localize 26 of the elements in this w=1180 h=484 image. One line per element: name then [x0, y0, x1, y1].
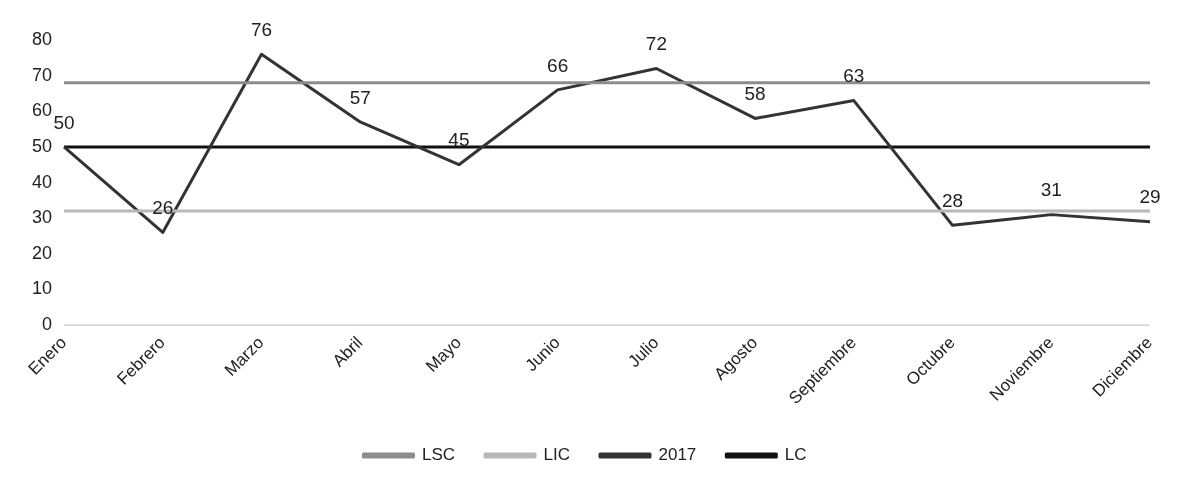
y-tick-label: 30: [31, 207, 53, 228]
data-label: 50: [53, 111, 75, 133]
data-label: 26: [152, 197, 174, 219]
legend-label: LIC: [543, 445, 570, 465]
data-label: 57: [349, 86, 371, 108]
legend-label: 2017: [658, 445, 697, 465]
data-label: 58: [744, 83, 766, 105]
data-label: 45: [448, 129, 470, 151]
data-label: 63: [843, 65, 865, 87]
y-tick-label: 80: [31, 28, 53, 49]
data-label: 76: [250, 18, 273, 40]
y-tick-label: 70: [31, 64, 53, 85]
data-label: 66: [547, 54, 569, 76]
x-tick-label: Julio: [624, 333, 663, 372]
y-tick-label: 40: [31, 171, 53, 192]
y-tick-label: 20: [31, 242, 53, 263]
data-label: 31: [1040, 179, 1062, 201]
data-label: 29: [1139, 186, 1161, 208]
legend-label: LSC: [421, 445, 456, 465]
data-label: 72: [645, 33, 667, 55]
y-tick-label: 60: [31, 100, 53, 121]
y-tick-label: 10: [31, 278, 53, 299]
legend-label: LC: [784, 445, 807, 465]
data-label: 28: [941, 190, 964, 212]
y-tick-label: 0: [42, 314, 53, 335]
y-tick-label: 50: [31, 135, 53, 156]
